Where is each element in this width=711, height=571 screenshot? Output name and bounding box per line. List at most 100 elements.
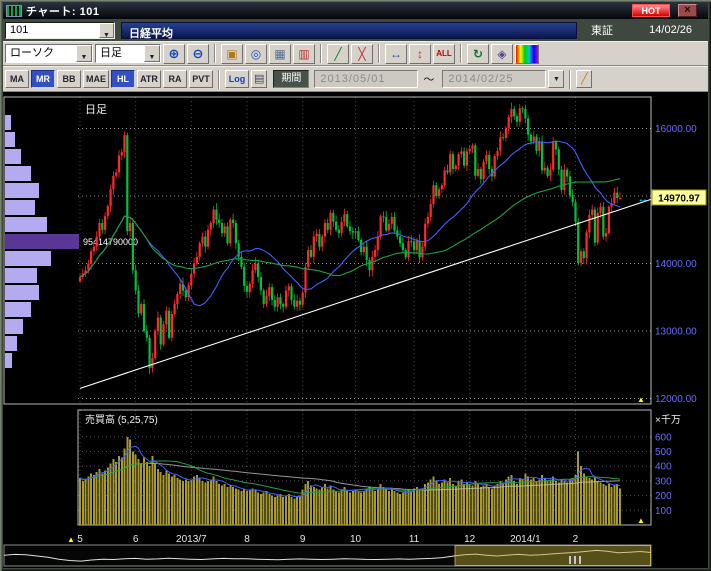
chevron-down-icon bbox=[144, 45, 160, 62]
indicator-label: ATR bbox=[140, 73, 158, 84]
volume-profile-value: 95414790000 bbox=[83, 237, 138, 247]
current-date: 14/02/26 bbox=[649, 24, 692, 36]
scrollbar-grip-icon[interactable] bbox=[579, 556, 581, 564]
scrollbar-grip-icon[interactable] bbox=[569, 556, 571, 564]
volume-profile-bar bbox=[5, 132, 15, 147]
x-axis-label: 6 bbox=[133, 534, 139, 545]
price-pane-title: 日足 bbox=[85, 104, 107, 116]
volume-profile-bar bbox=[5, 251, 51, 266]
timeframe-select[interactable]: 日足 bbox=[95, 44, 161, 63]
volume-pane-handle-icon: ▲ bbox=[637, 516, 645, 525]
title-bar[interactable]: チャート: 101 HOT × bbox=[3, 2, 708, 19]
target-button[interactable]: ◎ bbox=[245, 43, 267, 64]
chart-area[interactable]: 16000.0015000.0014000.0013000.0012000.00… bbox=[3, 92, 708, 568]
fit-vertical-button[interactable]: ↕ bbox=[409, 43, 431, 64]
fit-vertical-icon: ↕ bbox=[417, 46, 423, 61]
memo-icon: ▣ bbox=[226, 46, 238, 61]
all-button[interactable]: ALL bbox=[433, 43, 455, 64]
price-pane-border bbox=[3, 96, 652, 405]
volume-axis-label: 300 bbox=[655, 476, 672, 487]
range-start-marker-icon: ▲ bbox=[67, 535, 75, 544]
current-price-value: 14970.97 bbox=[658, 193, 700, 204]
x-axis-label: 12 bbox=[464, 534, 476, 545]
scrollbar-grip-icon[interactable] bbox=[574, 556, 576, 564]
erase-line-icon: ╳ bbox=[358, 46, 366, 61]
display-mode-button[interactable]: ▤ bbox=[251, 70, 268, 88]
zoom-in-button[interactable]: ⊕ bbox=[163, 43, 185, 64]
exchange-label: 東証 bbox=[591, 25, 613, 37]
log-scale-button[interactable]: Log bbox=[225, 70, 249, 88]
volume-bars bbox=[79, 436, 621, 526]
period-start-input[interactable]: 2013/05/01 bbox=[314, 70, 419, 88]
visible-range-thumb[interactable] bbox=[454, 545, 651, 566]
refresh-button[interactable]: ↻ bbox=[467, 43, 489, 64]
x-axis-label: 5 bbox=[77, 534, 83, 545]
symbol-name: 日経平均 bbox=[121, 21, 577, 40]
chart-canvas[interactable]: 16000.0015000.0014000.0013000.0012000.00… bbox=[3, 92, 708, 568]
indicator-ma-button[interactable]: MA bbox=[5, 70, 29, 88]
memo-button[interactable]: ▣ bbox=[221, 43, 243, 64]
volume-ma75-line bbox=[79, 462, 620, 491]
trendline-endpoint-marker: ↔ bbox=[638, 193, 649, 205]
price-axis-label: 13000.00 bbox=[655, 327, 697, 338]
price-ma75-line bbox=[79, 178, 621, 278]
indicator-label: MR bbox=[36, 73, 50, 84]
zoom-out-button[interactable]: ⊖ bbox=[187, 43, 209, 64]
indicator-bb-button[interactable]: BB bbox=[57, 70, 81, 88]
period-end-input[interactable]: 2014/02/25 bbox=[442, 70, 547, 88]
draw-line-button[interactable]: ╱ bbox=[327, 43, 349, 64]
gradient-button[interactable] bbox=[515, 43, 539, 64]
refresh-icon: ↻ bbox=[472, 46, 484, 61]
erase-line-button[interactable]: ╳ bbox=[351, 43, 373, 64]
x-axis-label: 2013/7 bbox=[176, 534, 207, 545]
toolbar-icon-buttons: ⊕ ⊖ ▣ ◎ ▦ ▥ ╱ ╳ ↔ ↕ ALL ↻ ◈ bbox=[163, 43, 539, 64]
grid-button[interactable]: ▦ bbox=[269, 43, 291, 64]
x-axis-label: 2014/1 bbox=[510, 534, 541, 545]
close-button[interactable]: × bbox=[678, 4, 697, 17]
volume-pane-title: 売買高 (5,25,75) bbox=[85, 413, 158, 426]
indicator-mae-button[interactable]: MAE bbox=[83, 70, 109, 88]
overview-line bbox=[3, 549, 652, 562]
volume-profile-bar bbox=[5, 302, 31, 317]
separator bbox=[214, 44, 216, 63]
chevron-down-icon bbox=[76, 45, 92, 62]
trendline[interactable] bbox=[79, 198, 652, 389]
indicator-label: MA bbox=[10, 73, 24, 84]
indicator-mr-button[interactable]: MR bbox=[31, 70, 55, 88]
tilde-label: ～ bbox=[423, 74, 435, 86]
window-title: チャート: 101 bbox=[26, 5, 100, 18]
volume-axis-label: 100 bbox=[655, 506, 672, 517]
volume-axis-label: 400 bbox=[655, 462, 672, 473]
chart-type-select[interactable]: ローソク bbox=[5, 44, 93, 63]
period-edit-button[interactable]: ╱ bbox=[576, 70, 593, 88]
price-ma25-line bbox=[79, 140, 621, 307]
zoom-out-icon: ⊖ bbox=[192, 46, 204, 61]
display-mode-icon: ▤ bbox=[254, 72, 265, 85]
candle-style-button[interactable]: ▥ bbox=[293, 43, 315, 64]
fit-horizontal-button[interactable]: ↔ bbox=[385, 43, 407, 64]
settings-button[interactable]: ◈ bbox=[491, 43, 513, 64]
hot-button[interactable]: HOT bbox=[632, 4, 670, 17]
overview-scrollbar[interactable] bbox=[3, 544, 652, 567]
volume-unit-label: ×千万 bbox=[655, 414, 681, 426]
volume-profile-bar bbox=[5, 234, 79, 249]
volume-axis-label: 500 bbox=[655, 447, 672, 458]
main-toolbar: ローソク 日足 ⊕ ⊖ ▣ ◎ ▦ ▥ ╱ ╳ ↔ ↕ ALL ↻ ◈ bbox=[3, 41, 708, 66]
price-axis-label: 16000.00 bbox=[655, 124, 697, 135]
indicator-ra-button[interactable]: RA bbox=[163, 70, 187, 88]
candle-style-icon: ▥ bbox=[298, 46, 310, 61]
period-button[interactable]: 期間 bbox=[273, 70, 310, 88]
symbol-code-select[interactable]: 101 bbox=[5, 21, 115, 39]
indicator-toolbar: MA MR BB MAE HL ATR RA PVT Log ▤ 期間 2013/05/01 … bbox=[3, 66, 708, 92]
indicator-label: MAE bbox=[86, 73, 106, 84]
volume-profile-bar bbox=[5, 149, 21, 164]
indicator-hl-button[interactable]: HL bbox=[111, 70, 135, 88]
indicator-pvt-button[interactable]: PVT bbox=[189, 70, 213, 88]
current-price-label bbox=[651, 189, 707, 206]
x-axis-label: 9 bbox=[300, 534, 306, 545]
period-preset-dropdown[interactable]: ▼ bbox=[548, 70, 565, 88]
separator bbox=[460, 44, 462, 63]
indicator-atr-button[interactable]: ATR bbox=[137, 70, 161, 88]
chevron-down-icon: ▼ bbox=[552, 75, 560, 83]
